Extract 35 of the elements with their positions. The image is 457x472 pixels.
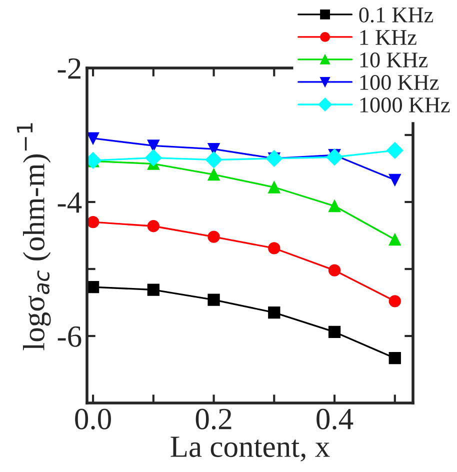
x-tick-label: 0.4 — [316, 408, 354, 430]
y-tick-label: -2 — [58, 58, 80, 79]
point — [388, 352, 401, 364]
point — [147, 220, 160, 232]
point — [87, 132, 100, 144]
x-tick-label: 0.2 — [196, 408, 232, 430]
point — [205, 151, 222, 168]
point — [268, 306, 280, 319]
legend-label: 1000 KHz — [360, 97, 450, 112]
point — [87, 216, 100, 228]
y-tick-label: -4 — [58, 192, 82, 213]
point — [147, 140, 160, 152]
point — [388, 233, 401, 246]
legend-label: 0.1 KHz — [359, 7, 434, 23]
point — [386, 142, 404, 159]
point — [328, 326, 341, 338]
y-tick-label: -6 — [58, 326, 82, 347]
legend-label: 1 KHz — [360, 30, 416, 45]
point — [388, 174, 401, 186]
point — [268, 242, 280, 254]
point — [328, 264, 341, 276]
point — [326, 148, 343, 166]
y-axis-title: logσ$_{ac}$ (ohm-m)$^{−1}$ — [16, 123, 51, 350]
point — [208, 294, 220, 306]
legend-label: 100 KHz — [360, 74, 439, 90]
point — [145, 149, 162, 166]
x-tick-label: 0.0 — [75, 408, 111, 430]
point — [208, 168, 220, 181]
point — [388, 295, 401, 308]
point — [147, 284, 160, 296]
legend-label: 10 KHz — [360, 52, 428, 68]
x-axis-title: La content, x — [170, 436, 330, 462]
point — [328, 200, 341, 212]
point — [208, 230, 220, 243]
point — [268, 181, 280, 194]
